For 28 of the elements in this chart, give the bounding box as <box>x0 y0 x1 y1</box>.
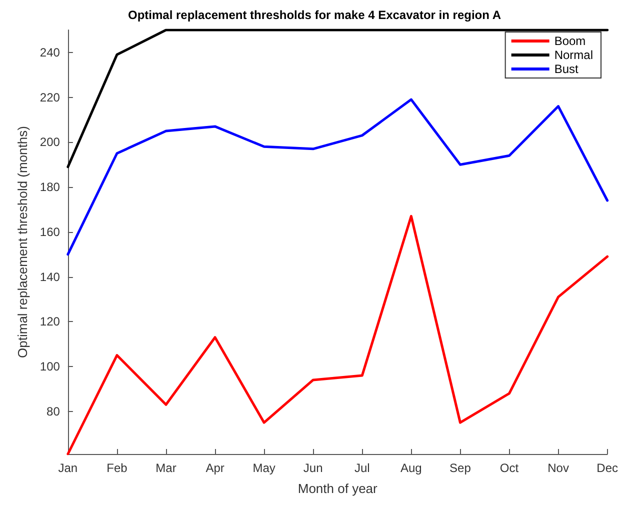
x-tick-label: May <box>252 461 276 475</box>
line-series <box>66 98 609 256</box>
y-tick-label: 100 <box>40 360 60 374</box>
x-tick-label: Feb <box>106 461 128 475</box>
x-tick-label: Aug <box>400 461 422 475</box>
legend-label: Bust <box>554 62 580 76</box>
y-tick-label: 120 <box>40 314 60 329</box>
x-tick-label: Jun <box>303 461 323 475</box>
y-tick-label: 80 <box>46 404 60 418</box>
y-axis-title: Optimal replacement threshold (months) <box>15 126 30 358</box>
y-tick-label: 220 <box>40 90 60 104</box>
chart-title: Optimal replacement thresholds for make 4 Excavator in region A <box>128 8 502 22</box>
legend-label: Normal <box>554 48 593 62</box>
y-tick-label: 200 <box>40 135 60 150</box>
x-tick-label: Sep <box>450 461 472 475</box>
x-tick-label: Dec <box>596 461 618 475</box>
x-axis-title: Month of year <box>298 481 378 496</box>
y-tick-label: 240 <box>40 45 60 60</box>
x-tick-label: Jul <box>354 461 370 475</box>
y-tick-label: 180 <box>40 180 60 194</box>
x-tick-label: Nov <box>548 461 569 475</box>
y-tick-label: 140 <box>40 270 60 284</box>
x-tick-label: Jan <box>58 461 78 475</box>
x-tick-label: Mar <box>156 461 176 475</box>
legend-label: Boom <box>554 34 586 48</box>
y-tick-label: 160 <box>40 224 60 239</box>
x-tick-label: Oct <box>500 461 520 475</box>
x-tick-label: Apr <box>206 461 224 475</box>
